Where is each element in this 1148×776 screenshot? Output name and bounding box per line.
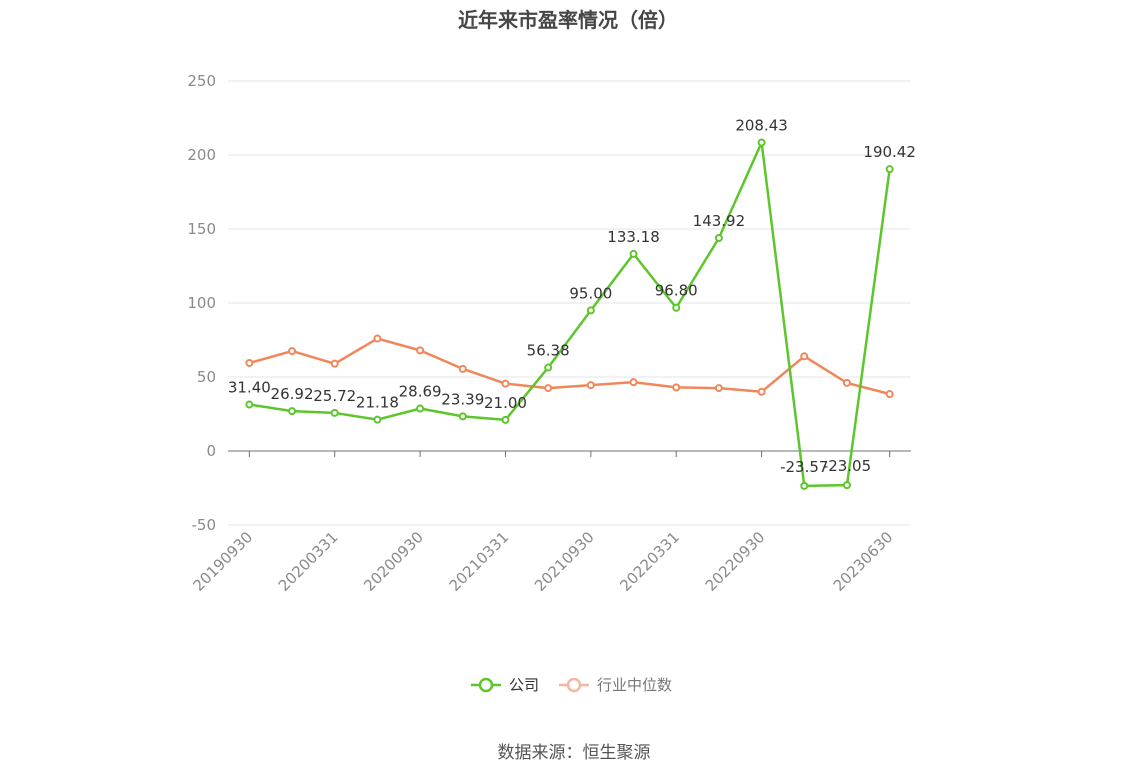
company-data-point[interactable] [458,412,467,421]
company-data-point[interactable] [288,407,297,416]
company-data-label: 190.42 [863,143,916,161]
company-data-point[interactable] [330,408,339,417]
industry-data-point[interactable] [288,347,297,356]
company-data-label: 208.43 [735,117,788,135]
company-data-label: 23.39 [441,390,484,408]
x-tick-label: 20230630 [830,528,897,595]
company-data-point[interactable] [245,400,254,409]
x-tick-label: 20200930 [360,528,427,595]
industry-data-point[interactable] [416,346,425,355]
y-tick-label: 100 [187,294,216,312]
y-tick-label: 250 [187,72,216,90]
company-data-label: 96.80 [655,282,698,300]
industry-series-line [249,337,890,396]
company-data-point[interactable] [800,481,809,490]
industry-data-point[interactable] [501,379,510,388]
industry-data-point[interactable] [629,378,638,387]
company-data-point[interactable] [629,249,638,258]
industry-data-point[interactable] [885,390,894,399]
industry-data-point[interactable] [714,384,723,393]
industry-data-point[interactable] [330,359,339,368]
industry-data-point[interactable] [757,387,766,396]
company-data-point[interactable] [714,233,723,242]
industry-data-point[interactable] [672,383,681,392]
company-data-point[interactable] [373,415,382,424]
y-axis-ticks: -50 0 50 100 150 200 250 [187,72,216,534]
x-tick-label: 20210331 [446,528,513,595]
industry-data-point[interactable] [458,364,467,373]
legend-company-label[interactable]: 公司 [509,676,539,694]
y-tick-label: 0 [206,442,216,460]
x-tick-label: 20210930 [531,528,598,595]
company-data-point[interactable] [757,138,766,147]
company-series-line [249,141,891,488]
industry-data-point[interactable] [373,334,382,343]
company-data-label: 28.69 [399,383,442,401]
company-data-label: 143.92 [693,212,746,230]
company-data-label: 25.72 [313,387,356,405]
industry-data-point[interactable] [544,384,553,393]
y-tick-label: 200 [187,146,216,164]
x-tick-label: 20190930 [189,528,256,595]
source-note: 数据来源：恒生聚源 [497,743,651,763]
y-tick-label: 150 [187,220,216,238]
y-tick-label: 50 [197,368,216,386]
grid-lines [228,80,911,526]
company-data-point[interactable] [672,303,681,312]
company-data-point[interactable] [544,363,553,372]
company-data-label: 56.38 [527,342,570,360]
company-data-label: -23.57 [780,458,828,476]
company-data-point[interactable] [586,306,595,315]
company-data-point[interactable] [885,165,894,174]
company-data-label: 21.00 [484,394,527,412]
legend[interactable]: 公司 行业中位数 [471,676,672,694]
industry-data-point[interactable] [842,378,851,387]
x-tick-label: 20220331 [616,528,683,595]
industry-data-point[interactable] [586,381,595,390]
company-data-label: 21.18 [356,394,399,412]
series-lines [245,138,894,490]
x-tick-label: 20200331 [275,528,342,595]
legend-company-marker[interactable] [478,677,494,693]
legend-industry-label[interactable]: 行业中位数 [597,676,672,694]
company-data-point[interactable] [501,415,510,424]
industry-data-point[interactable] [800,352,809,361]
company-data-point[interactable] [416,404,425,413]
chart-title: 近年来市盈率情况（倍） [458,8,678,32]
company-data-label: 133.18 [607,228,660,246]
y-tick-label: -50 [192,516,217,534]
company-data-label: 26.92 [271,385,314,403]
legend-industry-marker[interactable] [566,677,582,693]
x-tick-label: 20220930 [702,528,769,595]
company-data-label: 31.40 [228,379,271,397]
company-data-label: 95.00 [569,284,612,302]
company-data-point[interactable] [842,481,851,490]
company-data-label: -23.05 [823,457,871,475]
industry-data-point[interactable] [245,358,254,367]
